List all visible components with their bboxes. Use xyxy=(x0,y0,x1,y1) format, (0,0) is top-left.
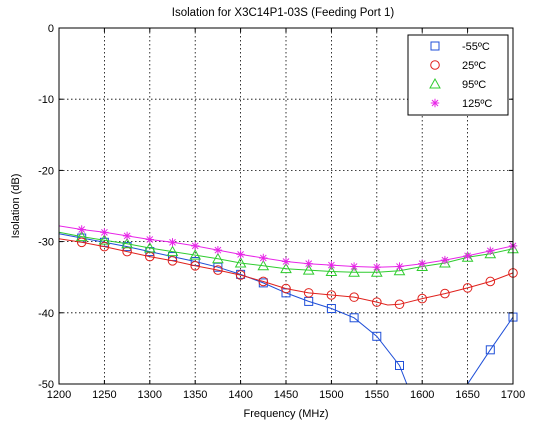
data-point xyxy=(259,253,268,263)
x-tick-label: 1700 xyxy=(501,389,525,401)
legend-label: -55ºC xyxy=(462,41,490,53)
data-point xyxy=(190,261,200,271)
x-tick-label: 1250 xyxy=(92,389,116,401)
x-tick-label: 1600 xyxy=(410,389,434,401)
data-point xyxy=(440,255,450,265)
data-point xyxy=(234,256,247,268)
series-layer xyxy=(58,225,519,385)
data-point xyxy=(418,259,427,268)
x-axis-label: Frequency (MHz) xyxy=(244,408,329,420)
data-point xyxy=(143,241,156,253)
legend-box xyxy=(407,34,509,116)
data-point xyxy=(327,260,336,270)
data-point xyxy=(417,293,428,304)
data-point xyxy=(349,262,359,271)
data-point xyxy=(395,262,404,271)
data-point xyxy=(191,241,200,251)
axis-ticks: 1200 1250 1300 1350 1400 1450 1500 1550 1600 1650… xyxy=(38,23,525,401)
x-tick-label: 1550 xyxy=(365,389,389,401)
data-point xyxy=(349,292,359,302)
y-tick-label: -10 xyxy=(38,94,54,106)
data-point xyxy=(257,259,270,271)
legend-marker xyxy=(430,41,440,51)
x-tick-label: 1500 xyxy=(319,389,343,401)
data-point xyxy=(395,360,404,370)
y-tick-label: -20 xyxy=(38,165,54,177)
legend-label: 25ºC xyxy=(462,60,486,72)
data-point xyxy=(213,265,223,275)
series-star xyxy=(58,225,518,272)
data-point xyxy=(486,246,495,256)
legend-label: 95ºC xyxy=(462,79,486,91)
legend-label: 125ºC xyxy=(462,98,492,110)
legend: -55ºC 25ºC 95ºC 125ºC xyxy=(407,34,509,116)
y-tick-label: -30 xyxy=(38,237,54,249)
series-circle xyxy=(58,237,518,310)
data-point xyxy=(394,299,405,310)
legend-marker xyxy=(429,77,441,89)
data-point xyxy=(372,263,381,272)
data-point xyxy=(485,345,495,355)
x-tick-label: 1400 xyxy=(228,389,252,401)
data-point xyxy=(440,288,450,299)
x-tick-label: 1350 xyxy=(183,389,207,401)
data-point xyxy=(485,276,496,287)
x-tick-label: 1200 xyxy=(47,389,71,401)
data-point xyxy=(77,225,86,234)
data-point xyxy=(303,288,314,298)
series-line xyxy=(58,238,514,306)
data-point xyxy=(213,262,223,272)
data-point xyxy=(281,257,291,266)
data-point xyxy=(189,249,202,260)
data-point xyxy=(213,245,223,255)
data-point xyxy=(325,265,338,277)
data-point xyxy=(99,241,110,252)
data-point xyxy=(98,234,111,245)
data-point xyxy=(348,266,360,277)
data-point xyxy=(326,304,336,314)
y-axis-label: Isolation (dB) xyxy=(10,174,22,239)
data-point xyxy=(462,283,473,293)
data-point xyxy=(166,245,179,257)
data-point xyxy=(168,238,177,247)
y-tick-label: -50 xyxy=(38,379,54,391)
x-tick-label: 1650 xyxy=(455,389,479,401)
data-point xyxy=(326,290,337,300)
data-point xyxy=(122,231,132,241)
y-tick-label: -40 xyxy=(38,308,54,320)
data-point xyxy=(393,264,406,276)
data-point xyxy=(235,270,246,280)
data-point xyxy=(100,228,109,237)
series-line xyxy=(58,231,514,273)
data-point xyxy=(304,259,313,268)
y-tick-label: 0 xyxy=(48,23,54,35)
data-point xyxy=(302,264,315,275)
data-point xyxy=(75,230,88,242)
data-point xyxy=(258,276,269,287)
data-point xyxy=(167,256,178,266)
data-point xyxy=(212,252,224,264)
chart-title: Isolation for X3C14P1-03S (Feeding Port … xyxy=(172,7,395,19)
data-point xyxy=(145,235,154,244)
data-point xyxy=(280,262,292,274)
data-point xyxy=(76,237,87,248)
data-point xyxy=(463,251,472,261)
x-tick-label: 1450 xyxy=(274,389,298,401)
legend-marker xyxy=(430,98,440,108)
legend-marker xyxy=(430,60,440,70)
data-point xyxy=(236,250,245,259)
data-point xyxy=(370,266,383,277)
grid-lines xyxy=(59,28,513,384)
data-point xyxy=(281,283,291,294)
data-point xyxy=(372,297,382,307)
data-point xyxy=(121,237,133,249)
data-point xyxy=(372,331,382,341)
x-tick-label: 1300 xyxy=(138,389,162,401)
data-point xyxy=(349,313,359,323)
